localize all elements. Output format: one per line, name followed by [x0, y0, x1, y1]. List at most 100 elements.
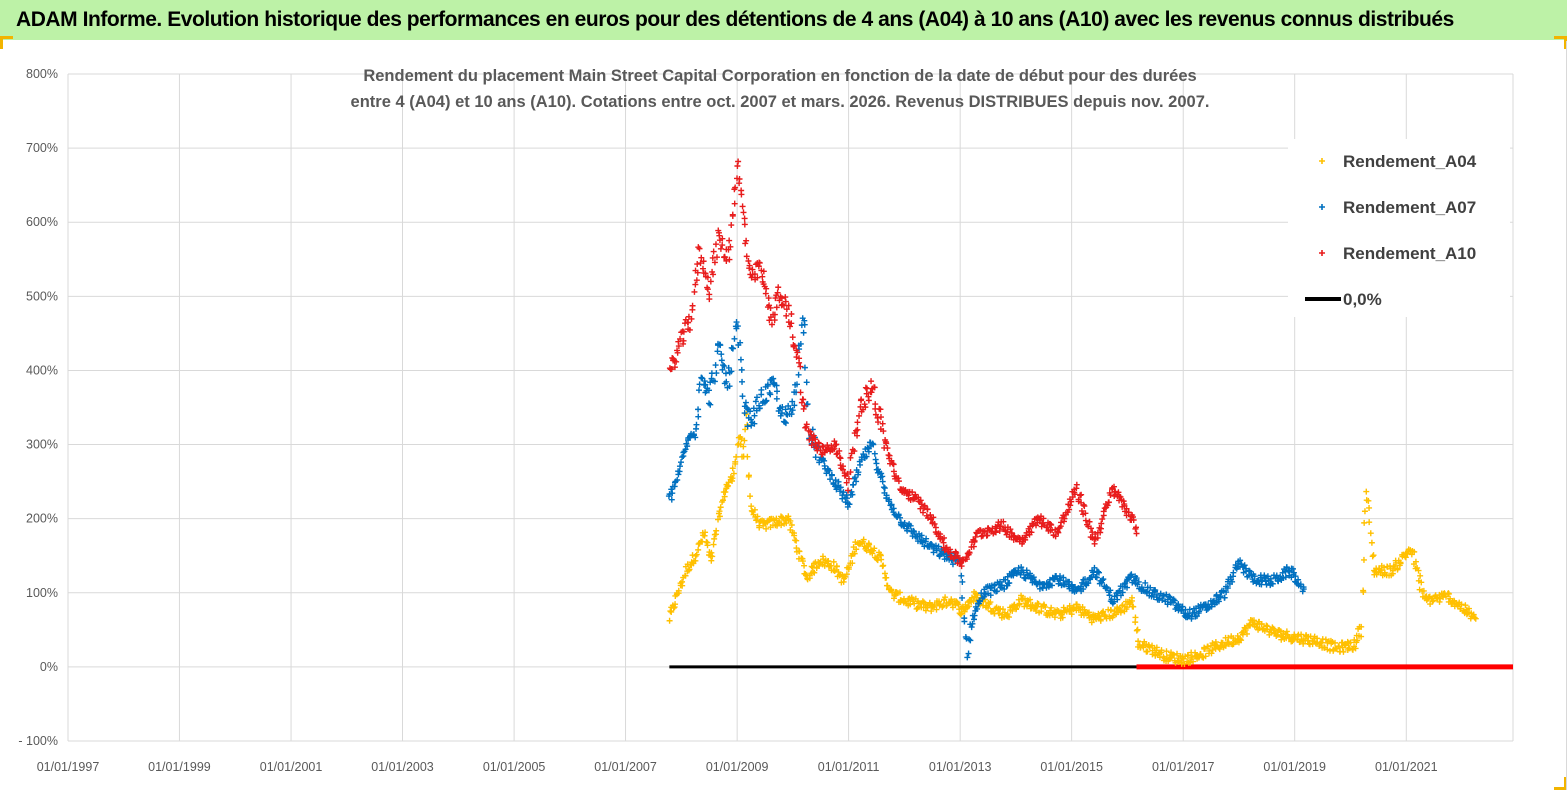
data-point	[693, 551, 700, 558]
data-point	[987, 592, 994, 599]
data-point	[999, 606, 1006, 613]
data-point	[1295, 576, 1302, 583]
data-point	[1048, 604, 1055, 611]
data-point	[1368, 539, 1375, 546]
data-point	[754, 394, 761, 401]
data-point	[1030, 574, 1037, 581]
data-point	[1224, 585, 1231, 592]
data-point	[996, 610, 1003, 617]
data-point	[825, 557, 832, 564]
data-point	[700, 258, 707, 265]
data-point	[1135, 578, 1142, 585]
data-point	[847, 469, 854, 476]
data-point	[833, 486, 840, 493]
data-point	[895, 511, 902, 518]
legend-label: Rendement_A10	[1343, 244, 1476, 263]
data-point	[778, 410, 785, 417]
data-point	[1124, 604, 1130, 611]
data-point	[803, 421, 810, 428]
data-point	[1024, 603, 1031, 610]
data-point	[1360, 556, 1367, 563]
data-point	[771, 317, 778, 324]
data-point	[1234, 632, 1241, 639]
data-point	[928, 608, 935, 615]
data-point	[1099, 516, 1106, 523]
data-point	[692, 434, 699, 441]
data-point	[722, 370, 729, 377]
data-point	[860, 451, 867, 458]
data-point	[1366, 504, 1373, 511]
chart-title-line: Rendement du placement Main Street Capit…	[363, 67, 1196, 85]
data-point	[1417, 572, 1424, 579]
data-point	[1347, 639, 1354, 646]
data-point	[736, 175, 743, 182]
data-point	[1184, 652, 1191, 659]
data-point	[738, 435, 745, 442]
data-point	[1263, 622, 1270, 629]
data-point	[884, 582, 891, 589]
data-point	[1128, 571, 1135, 578]
data-point	[1420, 587, 1427, 594]
data-point	[746, 262, 753, 269]
data-point	[1470, 611, 1477, 618]
data-point	[1020, 569, 1027, 576]
data-point	[844, 470, 851, 477]
data-point	[704, 274, 711, 281]
data-point	[728, 222, 735, 229]
data-point	[1022, 536, 1029, 543]
x-tick-label: 01/01/2005	[483, 760, 546, 774]
data-point	[1208, 603, 1215, 610]
data-point	[866, 541, 873, 548]
data-point	[862, 384, 869, 391]
data-point	[1085, 580, 1092, 587]
data-point	[971, 612, 978, 619]
data-point	[680, 328, 687, 335]
data-point	[920, 509, 927, 516]
data-point	[924, 506, 931, 513]
data-point	[1223, 589, 1230, 596]
data-point	[796, 548, 803, 555]
data-point	[855, 469, 862, 476]
data-point	[931, 520, 938, 527]
data-point	[837, 455, 844, 462]
data-point	[1217, 593, 1224, 600]
data-point	[861, 401, 868, 408]
data-point	[744, 423, 751, 430]
data-point	[996, 527, 1003, 534]
data-point	[896, 589, 903, 596]
data-point	[1429, 598, 1436, 605]
data-point	[1283, 564, 1290, 571]
data-point	[1128, 597, 1135, 604]
data-point	[1471, 614, 1478, 621]
data-point	[836, 447, 843, 454]
data-point	[930, 514, 937, 521]
data-point	[674, 349, 681, 356]
data-point	[1016, 601, 1023, 608]
data-point	[1152, 587, 1159, 594]
data-point	[694, 269, 701, 276]
data-point	[763, 397, 770, 404]
data-point	[1091, 540, 1098, 547]
data-point	[1204, 643, 1211, 650]
gridlines	[67, 73, 1514, 742]
data-point	[1054, 528, 1061, 535]
data-point	[1229, 578, 1236, 585]
data-point	[1286, 568, 1293, 575]
data-point	[1237, 636, 1244, 643]
data-point	[880, 484, 887, 491]
data-point	[853, 478, 860, 485]
data-point	[789, 334, 796, 341]
data-point	[715, 516, 722, 523]
data-point	[871, 384, 878, 391]
title-banner: ADAM Informe. Evolution historique des p…	[0, 0, 1567, 40]
data-point	[984, 604, 991, 611]
legend-swatch	[1319, 204, 1325, 210]
data-point	[958, 563, 965, 570]
data-point	[706, 400, 713, 407]
data-point	[958, 610, 965, 617]
data-point	[770, 375, 777, 382]
data-point	[851, 550, 858, 557]
data-point	[742, 399, 749, 406]
data-point	[723, 257, 730, 264]
data-point	[765, 295, 772, 302]
